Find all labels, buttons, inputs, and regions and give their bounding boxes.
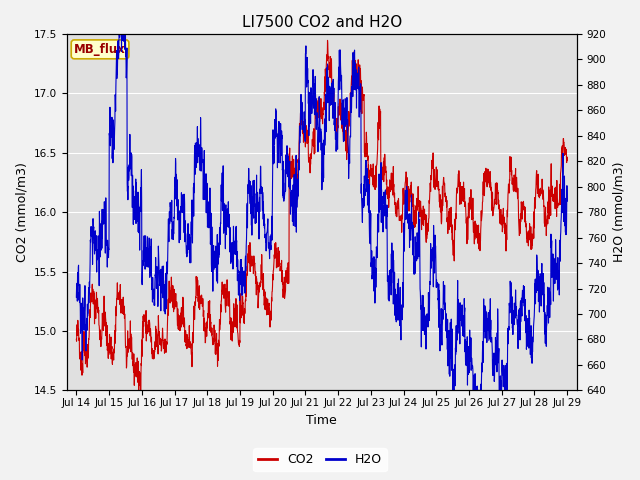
H2O [460,327,467,333]
Line: H2O: H2O [76,34,567,390]
Line: CO2: CO2 [76,40,567,390]
CO2 [298,113,306,119]
H2O [97,246,105,252]
H2O [72,294,80,300]
H2O [298,127,306,132]
Y-axis label: H2O (mmol/m3): H2O (mmol/m3) [612,162,625,263]
CO2 [72,336,80,342]
CO2 [550,198,557,204]
CO2 [97,335,105,340]
CO2 [312,91,319,96]
H2O [549,275,557,281]
H2O [550,298,557,304]
Text: MB_flux: MB_flux [74,43,126,56]
CO2 [324,37,332,43]
H2O [312,73,319,79]
H2O [115,31,123,37]
CO2 [460,199,467,204]
X-axis label: Time: Time [307,414,337,427]
Title: LI7500 CO2 and H2O: LI7500 CO2 and H2O [242,15,402,30]
CO2 [549,194,557,200]
Legend: CO2, H2O: CO2, H2O [253,448,387,471]
CO2 [563,157,571,163]
H2O [563,198,571,204]
H2O [449,387,456,393]
Y-axis label: CO2 (mmol/m3): CO2 (mmol/m3) [15,162,28,262]
CO2 [137,387,145,393]
